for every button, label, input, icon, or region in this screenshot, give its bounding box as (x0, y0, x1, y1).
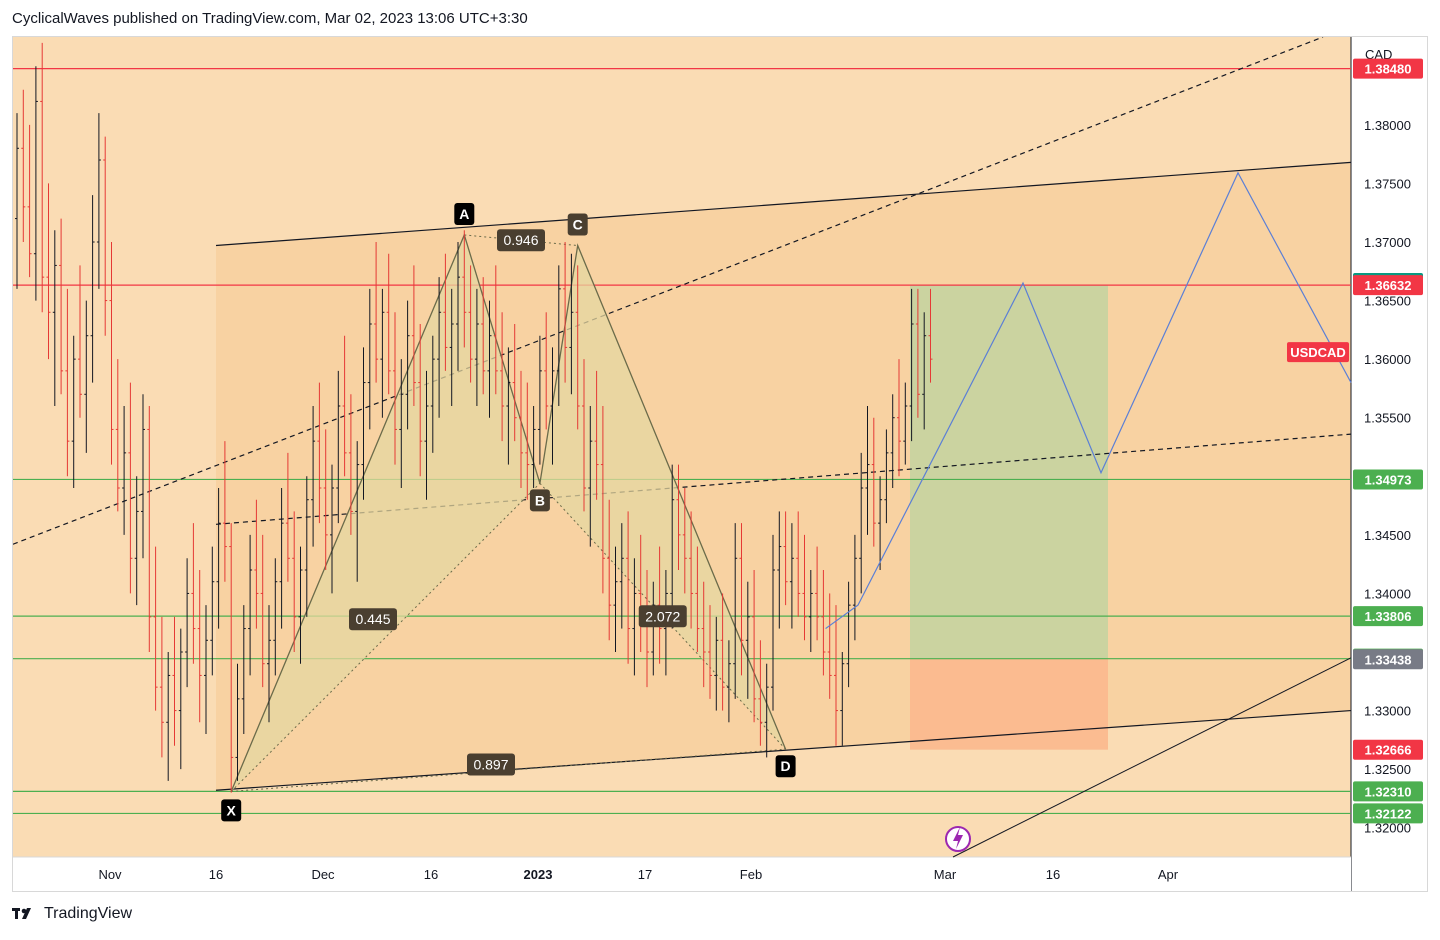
time-tick: Nov (98, 867, 122, 882)
channel-lower-line (215, 709, 1352, 791)
point-label-text-b: B (535, 492, 545, 508)
profit-zone (910, 285, 1108, 659)
point-label-x (221, 799, 242, 822)
loss-zone (910, 658, 1108, 750)
price-tick: 1.36000 (1364, 352, 1411, 367)
chart-area[interactable]: X A B C D 0.946 0.445 2.072 0.897 CAD 1.38000 1.375… (12, 36, 1428, 892)
time-tick: 16 (424, 867, 438, 882)
currency-label: CAD (1365, 47, 1392, 62)
point-label-text-c: C (573, 217, 583, 233)
price-tag-text: 1.34973 (1365, 472, 1412, 487)
time-tick: 16 (1046, 867, 1060, 882)
point-label-d (775, 755, 796, 778)
footer-brand: TradingView (44, 905, 133, 922)
price-tag (1353, 469, 1423, 490)
time-axis-background (13, 857, 1351, 891)
footer: TradingView (12, 905, 132, 923)
tradingview-logo-icon (12, 908, 31, 919)
price-tick: 1.32500 (1364, 762, 1411, 777)
time-tick: Dec (311, 867, 335, 882)
time-tick: Feb (740, 867, 762, 882)
lightning-bolt-icon (953, 827, 963, 849)
point-label-a (454, 202, 475, 225)
ratio-label-text: 2.072 (645, 608, 680, 624)
point-label-text-d: D (781, 758, 791, 774)
price-tag-text: 1.33438 (1365, 652, 1412, 667)
price-tag-text: 1.32666 (1365, 743, 1412, 758)
price-tag-text: 1.38480 (1365, 62, 1412, 77)
price-tag (1353, 781, 1423, 802)
harmonic-bcd-fill (539, 245, 786, 750)
price-tag-text: 1.32122 (1365, 806, 1412, 821)
price-tag (1353, 275, 1423, 296)
projection-path (825, 171, 1352, 630)
ratio-label-bg (467, 753, 515, 776)
time-tick: 2023 (524, 867, 553, 882)
time-tick: Mar (934, 867, 957, 882)
symbol-tag-text: USDCAD (1290, 345, 1346, 360)
rising-trend-line (952, 657, 1352, 858)
channel-upper-line (215, 161, 1352, 247)
ratio-label-text: 0.445 (355, 611, 390, 627)
harmonic-xab-fill (231, 234, 540, 792)
price-tick: 1.37000 (1364, 235, 1411, 250)
point-label-b (529, 489, 550, 512)
point-label-text-a: A (459, 206, 469, 222)
price-tag (1353, 803, 1423, 824)
price-tag-text: 1.32310 (1365, 784, 1412, 799)
price-tick: 1.34500 (1364, 528, 1411, 543)
publisher-line: CyclicalWaves published on TradingView.c… (12, 10, 528, 27)
price-chart[interactable]: X A B C D 0.946 0.445 2.072 0.897 CAD 1.38000 1.375… (13, 37, 1427, 891)
time-tick: Apr (1158, 867, 1179, 882)
time-tick: 17 (638, 867, 652, 882)
symbol-tag (1287, 342, 1349, 363)
price-tick: 1.36500 (1364, 294, 1411, 309)
price-tag-text: 1.33806 (1365, 609, 1412, 624)
price-tag (1353, 58, 1423, 79)
point-label-text-x: X (227, 802, 237, 818)
price-tag (1353, 649, 1423, 670)
price-tick: 1.33000 (1364, 704, 1411, 719)
ratio-label-text: 0.946 (503, 232, 538, 248)
point-label-c (567, 213, 588, 236)
price-tag (1353, 739, 1423, 760)
price-tick: 1.37500 (1364, 176, 1411, 191)
price-tick: 1.34000 (1364, 586, 1411, 601)
price-tick: 1.32000 (1364, 821, 1411, 836)
time-tick: 16 (209, 867, 223, 882)
ratio-label-text: 0.897 (473, 756, 508, 772)
ratio-label-bg (497, 229, 545, 252)
ratio-label-bg (638, 605, 687, 628)
price-tick: 1.35500 (1364, 411, 1411, 426)
dashed-trend-line-1 (13, 37, 1324, 545)
price-tag (1353, 606, 1423, 627)
price-tag-text: 1.36632 (1365, 278, 1412, 293)
ratio-label-bg (349, 608, 397, 631)
price-tick: 1.38000 (1364, 118, 1411, 133)
